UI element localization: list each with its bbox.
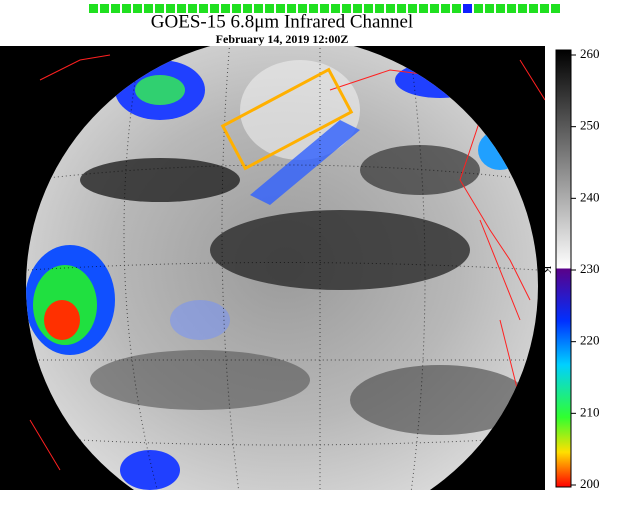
title: GOES-15 6.8μm Infrared Channel <box>151 11 413 32</box>
progress-cell <box>254 4 263 13</box>
progress-cell <box>199 4 208 13</box>
progress-cell <box>463 4 472 13</box>
colorbar-tick-label: 230 <box>580 261 600 276</box>
progress-cell <box>364 4 373 13</box>
progress-cell <box>474 4 483 13</box>
progress-cell <box>155 4 164 13</box>
progress-cell <box>188 4 197 13</box>
colorbar-tick-label: 240 <box>580 189 600 204</box>
progress-cell <box>331 4 340 13</box>
progress-cell <box>441 4 450 13</box>
progress-cell <box>309 4 318 13</box>
progress-cell <box>529 4 538 13</box>
progress-cell <box>210 4 219 13</box>
progress-cell <box>298 4 307 13</box>
subtitle: February 14, 2019 12:00Z <box>216 32 349 46</box>
progress-cell <box>551 4 560 13</box>
progress-bar <box>89 4 560 13</box>
progress-cell <box>133 4 142 13</box>
progress-cell <box>386 4 395 13</box>
progress-cell <box>320 4 329 13</box>
progress-cell <box>177 4 186 13</box>
progress-cell <box>518 4 527 13</box>
colorbar-tick-label: 220 <box>580 333 600 348</box>
progress-cell <box>397 4 406 13</box>
progress-cell <box>419 4 428 13</box>
progress-cell <box>540 4 549 13</box>
satellite-image <box>0 46 545 490</box>
progress-cell <box>144 4 153 13</box>
progress-cell <box>221 4 230 13</box>
colorbar-label: K <box>540 266 554 275</box>
progress-cell <box>287 4 296 13</box>
colorbar <box>555 49 572 488</box>
progress-cell <box>265 4 274 13</box>
progress-cell <box>111 4 120 13</box>
colorbar-tick-label: 200 <box>580 476 600 491</box>
colorbar-tick-label: 250 <box>580 118 600 133</box>
progress-cell <box>166 4 175 13</box>
progress-cell <box>232 4 241 13</box>
progress-cell <box>375 4 384 13</box>
progress-cell <box>496 4 505 13</box>
progress-cell <box>100 4 109 13</box>
progress-cell <box>485 4 494 13</box>
colorbar-tick-label: 210 <box>580 404 600 419</box>
progress-cell <box>430 4 439 13</box>
progress-cell <box>276 4 285 13</box>
progress-cell <box>408 4 417 13</box>
progress-cell <box>122 4 131 13</box>
progress-cell <box>243 4 252 13</box>
progress-cell <box>353 4 362 13</box>
progress-cell <box>507 4 516 13</box>
progress-cell <box>89 4 98 13</box>
progress-cell <box>452 4 461 13</box>
progress-cell <box>342 4 351 13</box>
colorbar-tick-label: 260 <box>580 46 600 61</box>
